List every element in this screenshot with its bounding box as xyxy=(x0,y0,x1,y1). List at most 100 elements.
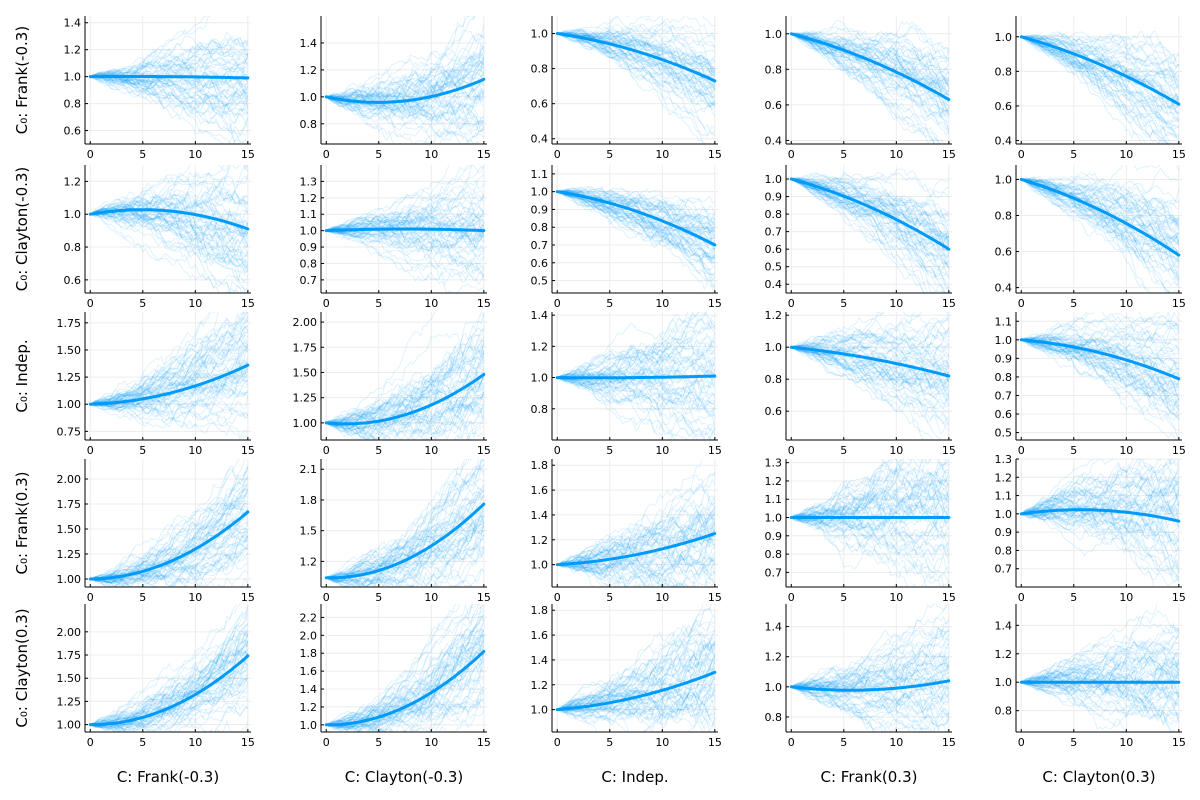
simulated-path xyxy=(791,312,915,348)
simulated-path xyxy=(326,528,485,581)
simulated-path xyxy=(557,680,716,732)
simulated-path xyxy=(1021,338,1180,363)
simulated-path xyxy=(1021,36,1179,140)
simulated-path xyxy=(326,229,485,271)
simulated-path xyxy=(90,378,248,409)
y-tick-label: 1.2 xyxy=(995,648,1013,661)
simulated-path xyxy=(326,345,484,427)
simulated-path xyxy=(791,345,950,435)
simulated-path xyxy=(1021,339,1180,402)
simulated-path xyxy=(326,86,484,120)
simulated-path xyxy=(557,16,652,37)
simulated-path xyxy=(326,517,485,587)
simulated-path xyxy=(326,632,485,726)
simulated-path xyxy=(791,318,949,353)
simulated-path xyxy=(1021,338,1180,409)
simulated-path xyxy=(326,229,485,279)
simulated-path xyxy=(89,165,246,215)
simulated-path xyxy=(557,30,716,110)
simulated-path xyxy=(557,318,716,379)
simulated-path xyxy=(90,485,249,582)
simulated-path xyxy=(1021,479,1180,516)
simulated-path xyxy=(557,560,716,587)
simulated-path xyxy=(326,227,484,293)
simulated-path xyxy=(326,57,485,101)
simulated-path xyxy=(326,515,484,579)
y-tick-label: 1.5 xyxy=(300,525,318,538)
simulated-path xyxy=(90,213,249,239)
simulated-path xyxy=(557,319,716,383)
simulated-path xyxy=(1021,178,1158,293)
y-axis-title: C₀: Clayton(-0.3) xyxy=(13,167,31,292)
simulated-path xyxy=(326,351,485,424)
simulated-path xyxy=(90,705,248,727)
simulated-path xyxy=(326,352,485,431)
simulated-path xyxy=(557,185,716,244)
mean-path-line xyxy=(324,502,486,580)
simulated-path xyxy=(1021,177,1180,234)
x-tick-label: 15 xyxy=(942,148,956,161)
simulated-path xyxy=(90,205,249,247)
y-tick-label: 0.8 xyxy=(995,371,1013,384)
simulated-path xyxy=(326,58,485,101)
simulated-path xyxy=(325,313,485,424)
simulated-path xyxy=(557,552,716,587)
simulated-path xyxy=(90,664,249,732)
simulated-path xyxy=(90,174,249,215)
simulated-path xyxy=(1021,36,1180,73)
simulated-path xyxy=(557,377,684,440)
simulated-path xyxy=(1021,178,1180,264)
simulated-path xyxy=(1021,468,1180,532)
simulated-path xyxy=(326,89,485,125)
simulated-path xyxy=(791,178,950,240)
simulated-path xyxy=(326,402,485,425)
simulated-path xyxy=(790,477,950,532)
simulated-path xyxy=(557,347,716,381)
simulated-path xyxy=(791,684,950,732)
simulated-path xyxy=(326,604,477,726)
simulated-path xyxy=(791,346,950,409)
simulated-path xyxy=(326,479,484,583)
simulated-path xyxy=(1021,177,1180,228)
simulated-path xyxy=(326,683,484,726)
simulated-path xyxy=(557,26,715,71)
simulated-path xyxy=(791,312,950,348)
simulated-path xyxy=(1021,36,1179,114)
simulated-path xyxy=(1021,471,1180,515)
simulated-path xyxy=(557,534,716,573)
simulated-path xyxy=(90,398,248,440)
simulated-path xyxy=(326,493,484,581)
x-tick-label: 10 xyxy=(889,297,903,310)
simulated-path xyxy=(791,461,949,530)
simulated-path xyxy=(557,26,716,70)
simulated-path xyxy=(1021,503,1180,582)
simulated-path xyxy=(791,492,950,531)
simulated-path xyxy=(1021,178,1179,247)
simulated-path xyxy=(1021,336,1180,390)
simulated-path xyxy=(90,208,248,255)
y-tick-label: 0.9 xyxy=(300,241,318,254)
mean-path-line xyxy=(1019,338,1181,381)
simulated-path xyxy=(791,31,950,90)
simulated-path xyxy=(90,578,238,587)
simulated-path xyxy=(1021,178,1152,293)
simulated-path xyxy=(791,670,950,712)
simulated-path xyxy=(791,336,950,397)
simulated-path xyxy=(791,328,950,366)
simulated-path xyxy=(1021,36,1180,105)
simulated-path xyxy=(90,73,249,135)
simulated-path xyxy=(791,33,949,112)
y-tick-label: 0.8 xyxy=(765,63,783,76)
simulated-path xyxy=(791,652,950,692)
simulated-paths xyxy=(90,604,249,732)
mean-path-line xyxy=(1019,508,1181,523)
simulated-path xyxy=(791,516,949,576)
simulated-path xyxy=(791,345,950,384)
simulated-path xyxy=(790,33,945,144)
y-tick-label: 1.75 xyxy=(57,649,82,662)
simulated-path xyxy=(1021,670,1180,720)
simulated-path xyxy=(326,422,484,440)
y-tick-label: 0.8 xyxy=(64,98,82,111)
simulated-path xyxy=(326,459,466,579)
simulated-path xyxy=(557,513,716,572)
